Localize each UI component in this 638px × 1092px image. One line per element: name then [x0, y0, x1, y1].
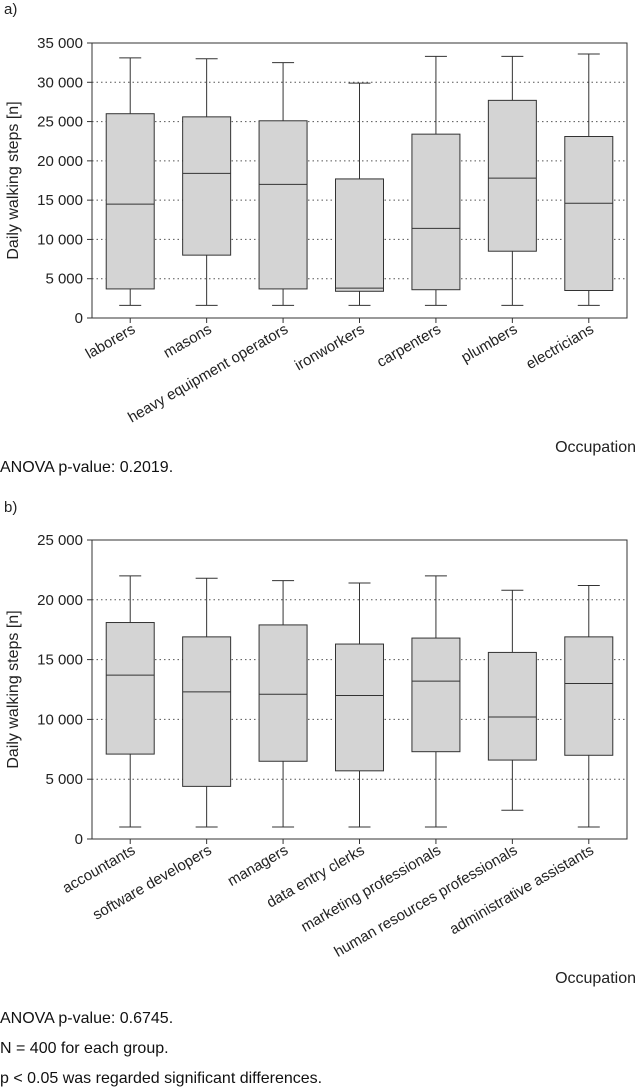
y-tick-label-a: 5 000 — [45, 271, 83, 288]
significance-note: p < 0.05 was regarded significant differ… — [0, 1070, 323, 1087]
panel-label-b: b) — [4, 499, 17, 516]
x-axis-title-a: Occupation — [555, 439, 636, 456]
box-a-1 — [105, 113, 155, 290]
box-b-3 — [258, 624, 308, 762]
box-a-2 — [182, 116, 232, 256]
group-size-note: N = 400 for each group. — [0, 1040, 169, 1057]
box-a-6 — [487, 99, 537, 252]
category-label-b-7: administrative assistants — [447, 842, 597, 938]
anova-caption-b: ANOVA p-value: 0.6745. — [0, 1010, 174, 1027]
box-b-5 — [411, 637, 461, 753]
box-a-3 — [258, 120, 308, 290]
category-label-a-4: ironworkers — [292, 321, 368, 374]
box-b-1 — [105, 622, 155, 755]
category-label-a-6: plumbers — [458, 321, 520, 367]
y-tick-label-a: 20 000 — [37, 153, 83, 170]
anova-caption-a: ANOVA p-value: 0.2019. — [0, 459, 174, 476]
box-a-4 — [335, 178, 384, 292]
y-tick-label-b: 0 — [75, 831, 83, 848]
box-b-7 — [564, 636, 614, 756]
y-tick-label-b: 20 000 — [37, 592, 83, 609]
y-tick-label-a: 30 000 — [37, 74, 83, 91]
y-tick-label-a: 0 — [75, 310, 83, 327]
category-label-a-2: masons — [161, 321, 215, 362]
y-tick-label-b: 25 000 — [37, 532, 83, 549]
category-label-b-5: marketing professionals — [298, 842, 444, 936]
category-label-a-5: carpenters — [374, 321, 444, 371]
y-axis-title-a: Daily walking steps [n] — [5, 101, 22, 259]
category-label-a-1: laborers — [83, 321, 138, 363]
y-tick-label-b: 5 000 — [45, 771, 83, 788]
panel-label-a: a) — [4, 1, 17, 18]
category-label-a-7: electricians — [523, 321, 596, 373]
box-a-7 — [564, 136, 614, 291]
box-b-2 — [182, 636, 232, 787]
y-tick-label-a: 25 000 — [37, 114, 83, 131]
y-axis-title-b: Daily walking steps [n] — [5, 610, 22, 768]
box-b-4 — [335, 643, 384, 772]
category-label-b-3: managers — [225, 842, 291, 890]
y-tick-label-a: 10 000 — [37, 231, 83, 248]
y-tick-label-b: 15 000 — [37, 652, 83, 669]
box-b-6 — [487, 651, 537, 761]
x-axis-title-b: Occupation — [555, 970, 636, 987]
y-tick-label-a: 35 000 — [37, 35, 83, 52]
box-a-5 — [411, 133, 461, 291]
y-tick-label-b: 10 000 — [37, 711, 83, 728]
y-tick-label-a: 15 000 — [37, 192, 83, 209]
